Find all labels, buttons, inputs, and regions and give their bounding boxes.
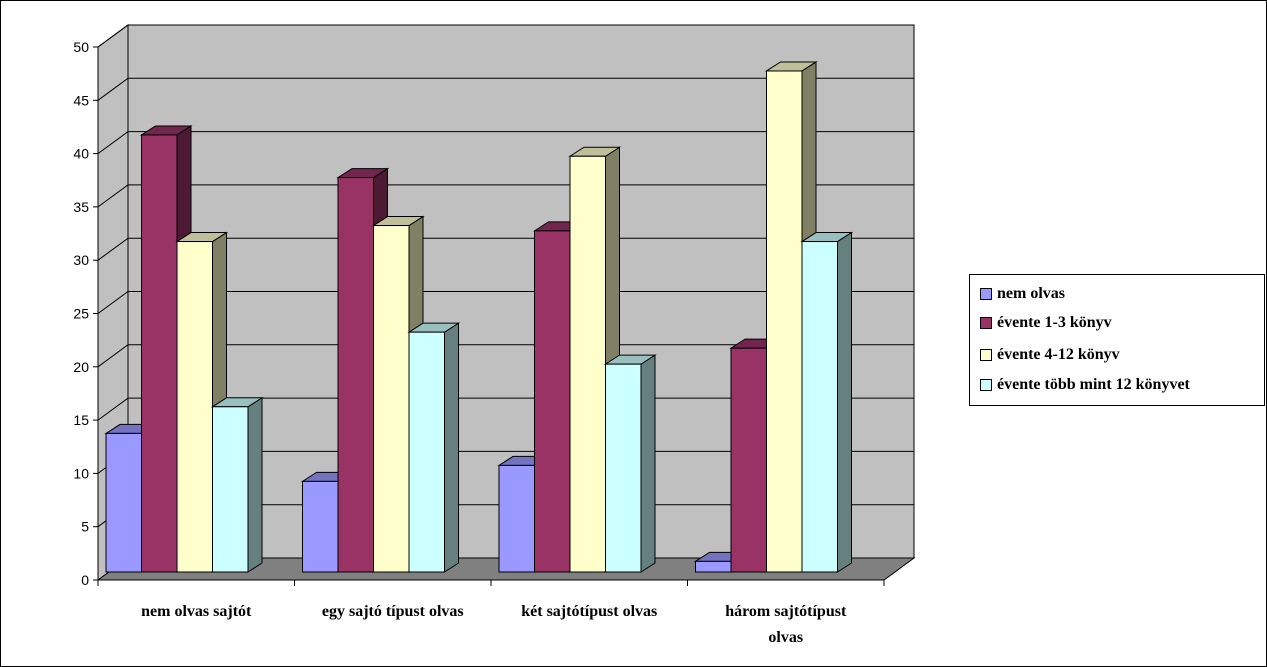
bar [408, 331, 445, 573]
bar [498, 464, 535, 573]
x-category-label: olvas [768, 629, 803, 646]
bar [801, 241, 838, 573]
legend-label-1-3-konyv: évente 1-3 könyv [997, 314, 1112, 331]
x-category-label: három sajtótípust [725, 603, 847, 620]
bar [176, 241, 213, 573]
legend-item-4-12-konyv: évente 4-12 könyv [980, 345, 1120, 365]
y-tick-label: 20 [73, 359, 89, 375]
bar [730, 347, 767, 573]
gridline [97, 77, 914, 101]
bar [302, 480, 339, 573]
legend-item-nem-olvas: nem olvas [980, 284, 1065, 304]
bar-chart-3d: 0 5 10 15 20 25 30 35 40 45 50 nem olvas sajtót egy … [73, 24, 916, 646]
bar [212, 406, 249, 573]
bar [141, 134, 178, 573]
legend-swatch-nem-olvas [980, 288, 992, 300]
y-tick-label: 35 [73, 199, 89, 215]
x-category-label: egy sajtó típust olvas [322, 603, 464, 620]
gridline [97, 237, 914, 261]
bar-side [247, 396, 263, 573]
bar [605, 363, 642, 573]
bar [569, 155, 606, 573]
legend-label-tobb-mint-12: évente több mint 12 könyvet [997, 376, 1190, 393]
y-tick-label: 15 [73, 412, 89, 428]
legend-swatch-1-3-konyv [980, 317, 992, 329]
legend-label-nem-olvas: nem olvas [997, 285, 1065, 302]
x-category-label: nem olvas sajtót [141, 603, 252, 620]
y-tick-label: 40 [73, 146, 89, 162]
bar [105, 432, 142, 573]
y-tick-label: 0 [81, 572, 89, 588]
bar [534, 230, 571, 573]
legend-swatch-4-12-konyv [980, 349, 992, 361]
bar-side [640, 354, 656, 573]
bar [373, 225, 410, 573]
bar-side [837, 231, 852, 573]
legend-item-tobb-mint-12: évente több mint 12 könyvet [980, 375, 1190, 395]
gridline [97, 184, 914, 208]
legend-label-4-12-konyv: évente 4-12 könyv [997, 346, 1120, 363]
gridline [97, 131, 914, 155]
gridline [97, 344, 914, 368]
gridline [97, 291, 914, 314]
legend-swatch-tobb-mint-12 [980, 379, 992, 391]
bar [695, 560, 732, 573]
y-tick-label: 25 [73, 306, 89, 322]
y-tick-label: 30 [73, 252, 89, 268]
legend: nem olvas évente 1-3 könyv évente 4-12 k… [969, 274, 1265, 406]
legend-item-1-3-konyv: évente 1-3 könyv [980, 313, 1112, 333]
bar-side [444, 322, 459, 573]
gridline [97, 24, 914, 48]
x-category-label: két sajtótípust olvas [521, 603, 657, 620]
bar [766, 70, 803, 573]
bar [337, 177, 374, 573]
y-tick-label: 5 [81, 519, 89, 535]
y-tick-label: 10 [73, 465, 89, 481]
y-tick-label: 45 [73, 92, 89, 108]
y-tick-label: 50 [73, 39, 89, 55]
